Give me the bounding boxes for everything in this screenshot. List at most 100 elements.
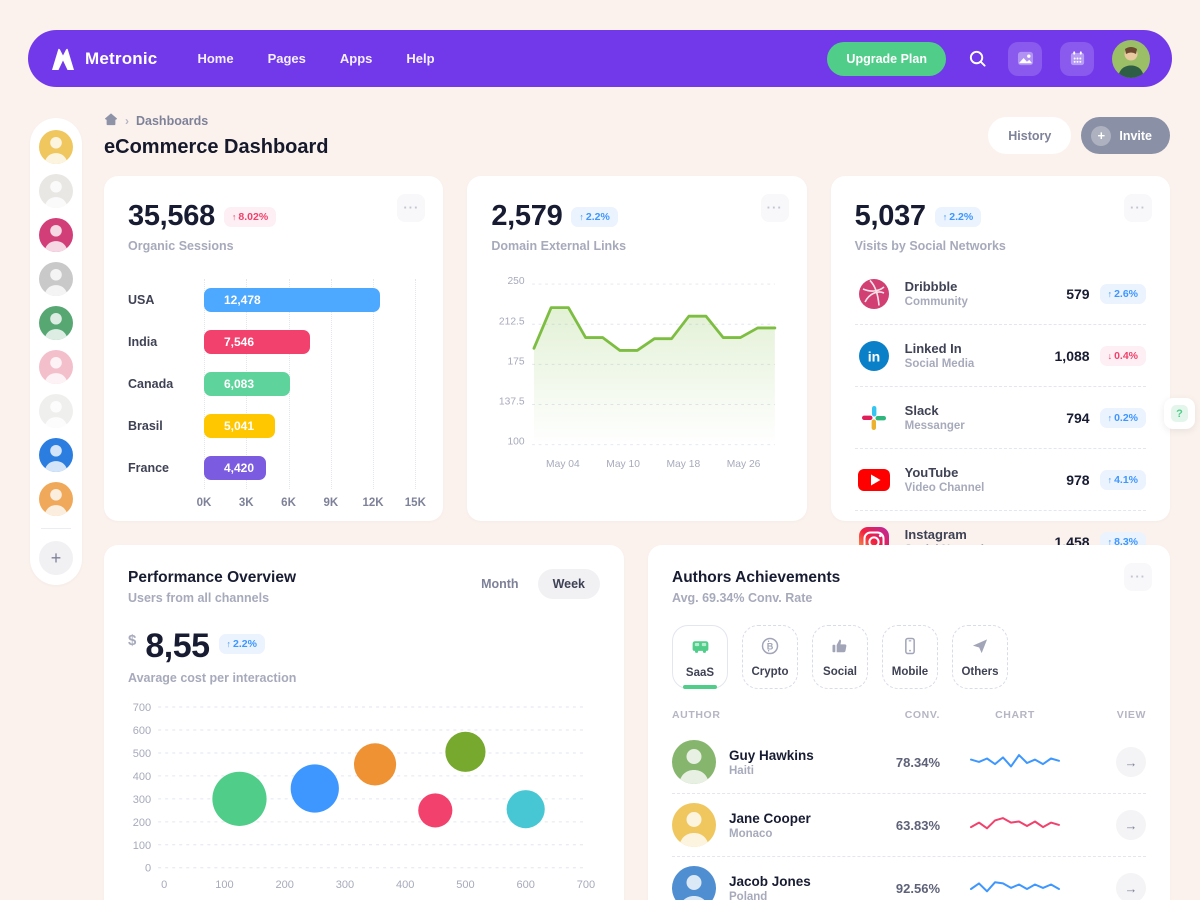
- author-name: Guy Hawkins: [729, 747, 814, 763]
- network-value: 978: [1066, 471, 1090, 488]
- bar-category-label: India: [128, 335, 158, 349]
- sidebar-avatar-3[interactable]: [39, 218, 73, 252]
- svg-text:137.5: 137.5: [499, 397, 525, 408]
- bar-value-label: 7,546: [224, 335, 255, 349]
- page-head: › Dashboards eCommerce Dashboard History…: [104, 112, 1170, 159]
- performance-overview-card: Performance Overview Users from all chan…: [104, 545, 624, 900]
- sidebar-avatar-2[interactable]: [39, 174, 73, 208]
- bar-category-label: USA: [128, 293, 155, 307]
- sidebar-avatar-9[interactable]: [39, 482, 73, 516]
- toggle-week[interactable]: Week: [537, 569, 600, 599]
- breadcrumb-item[interactable]: Dashboards: [136, 113, 209, 128]
- view-author-button[interactable]: →: [1116, 873, 1146, 900]
- svg-text:600: 600: [133, 725, 151, 737]
- network-row-slack: Slack Messanger 794 ↑ 0.2%: [854, 387, 1146, 449]
- toggle-month[interactable]: Month: [466, 569, 533, 599]
- tab-social[interactable]: Social: [812, 625, 868, 689]
- bar-row-india: India 7,546: [128, 321, 419, 363]
- card-menu-button[interactable]: ···: [760, 194, 789, 222]
- table-header: AUTHOR CONV. CHART VIEW: [672, 705, 1146, 731]
- card-menu-button[interactable]: ···: [1124, 194, 1152, 222]
- card-menu-button[interactable]: ···: [397, 194, 426, 222]
- network-name: Slack: [904, 403, 939, 418]
- sidebar-avatar-7[interactable]: [39, 394, 73, 428]
- svg-text:100: 100: [508, 437, 525, 448]
- sidebar-avatar-8[interactable]: [39, 438, 73, 472]
- sidebar-avatar-5[interactable]: [39, 306, 73, 340]
- youtube-icon: [855, 461, 893, 499]
- bubble: [353, 743, 397, 786]
- svg-text:100: 100: [215, 879, 233, 891]
- tab-saas[interactable]: SaaS: [672, 625, 728, 689]
- bar-row-france: France 4,420: [128, 447, 419, 489]
- svg-text:700: 700: [133, 702, 151, 714]
- organic-sessions-bar-chart: USA 12,478 India 7,546 Canada 6,083 Bras…: [128, 279, 426, 513]
- add-user-button[interactable]: +: [39, 541, 73, 575]
- author-avatar: [672, 866, 716, 900]
- svg-text:May 04: May 04: [546, 459, 580, 470]
- user-avatar[interactable]: [1112, 39, 1150, 78]
- sparkline: [970, 817, 1060, 830]
- sidebar-avatar-4[interactable]: [39, 262, 73, 296]
- lower-row: Performance Overview Users from all chan…: [104, 545, 1170, 900]
- author-conversion: 92.56%: [895, 880, 940, 896]
- network-row-dribbble: Dribbble Community 579 ↑ 2.6%: [854, 263, 1146, 325]
- network-value: 794: [1066, 409, 1090, 426]
- bubble: [290, 764, 339, 813]
- social-visits-value: 5,037: [854, 200, 926, 232]
- breadcrumb: › Dashboards: [104, 112, 329, 129]
- rail-divider: [41, 528, 71, 529]
- column-view: VIEW: [1116, 709, 1146, 721]
- plus-icon: +: [1091, 125, 1112, 146]
- performance-title: Performance Overview: [128, 569, 297, 586]
- sidebar-avatar-6[interactable]: [39, 350, 73, 384]
- nav-link-apps[interactable]: Apps: [339, 50, 373, 66]
- svg-text:212.5: 212.5: [499, 316, 525, 327]
- card-menu-button[interactable]: ···: [1124, 563, 1152, 591]
- sparkline: [970, 881, 1060, 893]
- svg-text:100: 100: [133, 840, 151, 852]
- view-author-button[interactable]: →: [1116, 747, 1146, 777]
- performance-bubble-chart: 0 100 200 300 400 500 600 700 0 100 200 300 400 500 60…: [128, 695, 600, 900]
- invite-button[interactable]: + Invite: [1081, 117, 1170, 154]
- nav-link-home[interactable]: Home: [197, 50, 234, 66]
- gridline: [373, 279, 375, 489]
- network-value: 579: [1066, 285, 1090, 302]
- search-icon[interactable]: [964, 46, 990, 72]
- column-conv: CONV.: [904, 709, 940, 721]
- tab-mobile[interactable]: Mobile: [882, 625, 938, 689]
- nav-link-help[interactable]: Help: [406, 50, 435, 66]
- svg-text:200: 200: [133, 817, 151, 829]
- bubble: [418, 793, 453, 828]
- main-content: › Dashboards eCommerce Dashboard History…: [104, 112, 1170, 900]
- history-button[interactable]: History: [988, 117, 1072, 154]
- help-button[interactable]: ?: [1164, 398, 1195, 429]
- author-conversion: 63.83%: [895, 817, 940, 833]
- tab-others[interactable]: Others: [952, 625, 1008, 689]
- tab-crypto[interactable]: B Crypto: [742, 625, 798, 689]
- svg-text:300: 300: [133, 794, 151, 806]
- social-visits-delta-badge: ↑ 2.2%: [934, 206, 982, 227]
- column-chart: CHART: [995, 709, 1035, 721]
- domain-links-label: Domain External Links: [491, 239, 627, 253]
- calendar-icon[interactable]: [1060, 41, 1094, 76]
- period-toggle: Month Week: [466, 569, 600, 599]
- network-name: YouTube: [904, 465, 959, 480]
- view-author-button[interactable]: →: [1116, 810, 1146, 840]
- bar-brasil: 5,041: [204, 414, 276, 438]
- network-row-youtube: YouTube Video Channel 978 ↑ 4.1%: [854, 449, 1146, 511]
- nav-link-pages[interactable]: Pages: [267, 50, 306, 66]
- gallery-icon[interactable]: [1008, 41, 1042, 76]
- brand[interactable]: Metronic: [50, 48, 157, 70]
- brand-name: Metronic: [85, 48, 158, 68]
- home-icon[interactable]: [104, 112, 118, 129]
- slack-icon: [855, 399, 893, 437]
- sidebar-avatar-1[interactable]: [39, 130, 73, 164]
- upgrade-plan-button[interactable]: Upgrade Plan: [827, 41, 946, 76]
- van-icon: [690, 636, 711, 660]
- area-chart-svg: 250 212.5 175 137.5 100 May 04 May 10 May 18 Ma…: [499, 276, 777, 470]
- svg-text:May 26: May 26: [727, 459, 761, 470]
- thumb-up-icon: [830, 636, 850, 659]
- currency-symbol: $: [128, 632, 137, 649]
